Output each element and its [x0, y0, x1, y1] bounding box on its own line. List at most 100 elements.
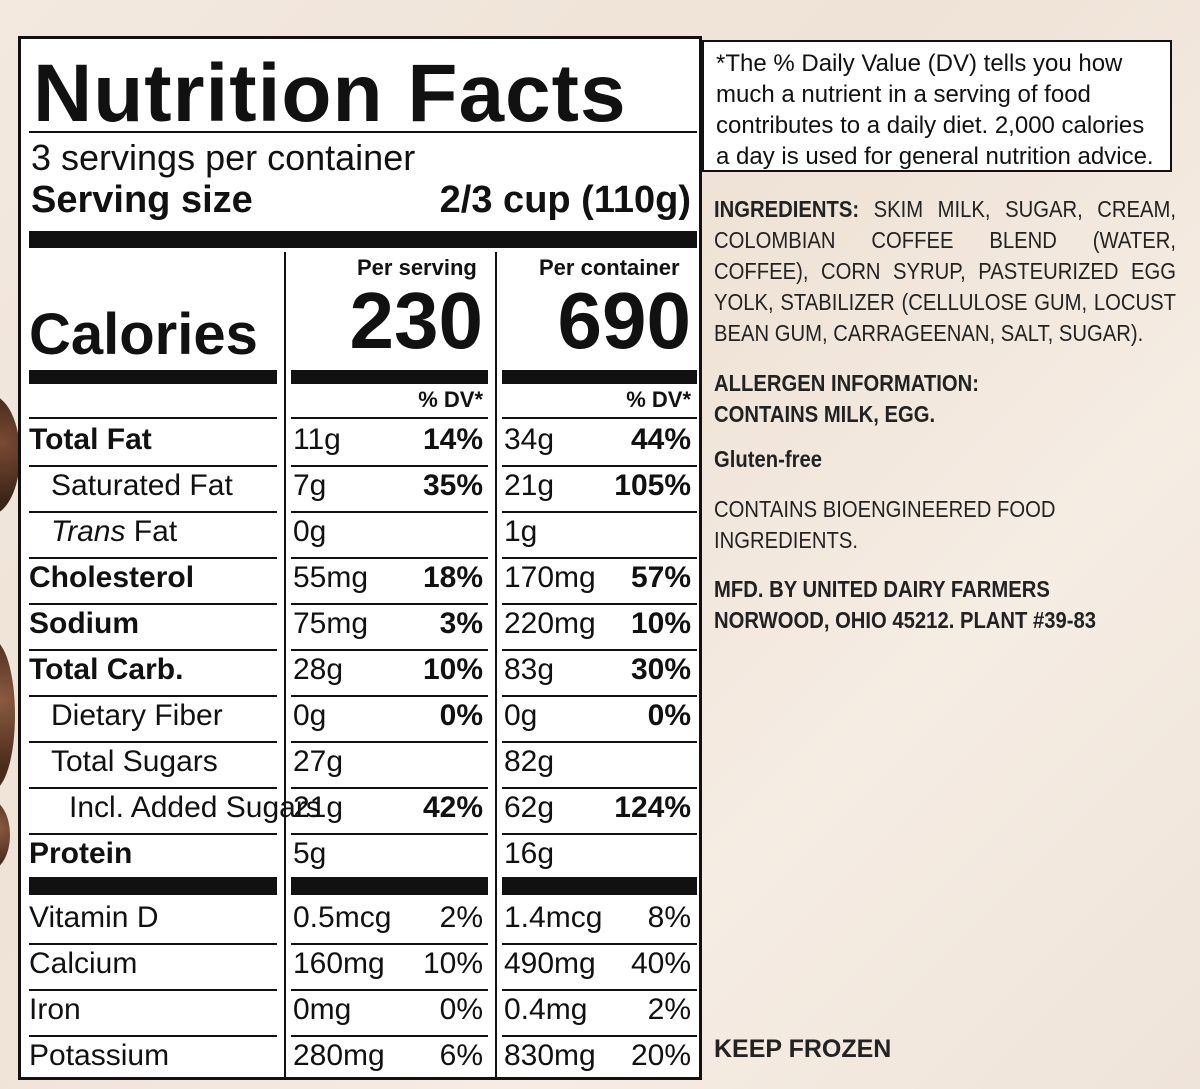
row-divider: [502, 1035, 697, 1037]
daily-value-footnote: *The % Daily Value (DV) tells you how mu…: [702, 40, 1172, 172]
nutrient-name-text: Saturated Fat: [51, 469, 233, 502]
per-serving-amount: 21g: [293, 791, 344, 824]
ingredients-block: INGREDIENTS: SKIM MILK, SUGAR, CREAM, CO…: [714, 194, 1176, 349]
row-divider: [502, 833, 697, 835]
row-divider: [291, 741, 488, 743]
per-serving-amount: 28g: [293, 653, 344, 686]
row-divider: [29, 943, 277, 945]
dv-header-serving: % DV*: [418, 387, 483, 412]
row-divider: [502, 511, 697, 513]
nutrient-name: Cholesterol: [29, 561, 194, 595]
per-serving-dv: 18%: [422, 561, 483, 594]
per-container-dv: 30%: [630, 653, 691, 686]
row-divider: [29, 989, 277, 991]
row-divider: [291, 557, 488, 559]
per-serving-amount: 5g: [293, 837, 327, 870]
nutrient-name-text: Fat: [125, 515, 178, 548]
per-serving-amount: 0g: [293, 515, 327, 548]
row-divider: [502, 465, 697, 467]
thick-divider: [29, 231, 697, 248]
row-divider: [291, 695, 488, 697]
vitamin-name: Calcium: [29, 947, 138, 980]
servings-per-container: 3 servings per container: [31, 137, 416, 178]
keep-frozen-notice: KEEP FROZEN: [714, 1035, 892, 1063]
nutrient-name: Incl. Added Sugars: [69, 791, 321, 825]
coffee-bean-decoration: [0, 395, 20, 515]
column-head-per-serving: Per serving: [357, 255, 477, 280]
vitamin-name: Vitamin D: [29, 901, 159, 934]
allergen-info: ALLERGEN INFORMATION: CONTAINS MILK, EGG…: [714, 368, 1176, 430]
vitamin-name: Potassium: [29, 1039, 170, 1072]
bioengineered-line1: CONTAINS BIOENGINEERED FOOD: [714, 496, 1056, 522]
nutrition-facts-panel: Nutrition Facts 3 servings per container…: [18, 36, 702, 1080]
per-serving-dv: 14%: [422, 423, 483, 456]
allergen-heading: ALLERGEN INFORMATION:: [714, 370, 979, 396]
row-divider: [29, 1035, 277, 1037]
row-divider: [29, 465, 277, 467]
vitamin-divider: [29, 877, 277, 895]
per-container-dv: 105%: [614, 469, 691, 502]
nutrient-name-italic: Trans: [51, 515, 126, 548]
per-serving-dv: 6%: [439, 1039, 483, 1072]
per-container-amount: 34g: [504, 423, 555, 456]
nutrient-name: Total Carb.: [29, 653, 183, 687]
row-divider: [29, 511, 277, 513]
label-title: Nutrition Facts: [33, 48, 627, 139]
per-serving-amount: 0mg: [293, 993, 352, 1026]
per-container-amount: 62g: [504, 791, 555, 824]
per-container-amount: 1g: [504, 515, 538, 548]
serving-size-value: 2/3 cup (110g): [439, 179, 691, 221]
coffee-bean-decoration: [0, 640, 15, 790]
per-serving-amount: 11g: [293, 423, 341, 456]
calories-per-container: 690: [557, 276, 691, 365]
nutrient-name-text: Incl. Added Sugars: [69, 791, 321, 824]
nutrient-name-text: Protein: [29, 837, 133, 870]
manufacturer-line1: MFD. BY UNITED DAIRY FARMERS: [714, 576, 1050, 602]
row-divider: [502, 787, 697, 789]
nutrient-name-text: Total Sugars: [51, 745, 218, 778]
row-divider: [291, 649, 488, 651]
allergen-contains: CONTAINS MILK, EGG.: [714, 401, 936, 427]
per-container-amount: 490mg: [504, 947, 596, 980]
row-divider: [29, 557, 277, 559]
per-container-dv: 8%: [647, 901, 691, 934]
per-container-amount: 0g: [504, 699, 538, 732]
per-container-dv: 40%: [630, 947, 691, 980]
row-divider: [29, 695, 277, 697]
row-divider: [29, 649, 277, 651]
per-serving-dv: 42%: [422, 791, 483, 824]
per-container-amount: 170mg: [504, 561, 596, 594]
manufacturer-info: MFD. BY UNITED DAIRY FARMERS NORWOOD, OH…: [714, 574, 1176, 636]
calories-per-serving: 230: [349, 276, 483, 365]
ingredients-text: SKIM MILK, SUGAR, CREAM, COLOMBIAN COFFE…: [714, 196, 1176, 346]
per-serving-amount: 75mg: [293, 607, 369, 640]
column-divider: [495, 252, 497, 1078]
row-divider: [29, 787, 277, 789]
nutrient-name: Sodium: [29, 607, 139, 641]
per-serving-dv: 2%: [439, 901, 483, 934]
row-divider: [291, 833, 488, 835]
per-serving-dv: 3%: [439, 607, 483, 640]
vitamin-divider: [291, 877, 488, 895]
nutrient-name: Total Sugars: [51, 745, 218, 779]
nutrient-name: Protein: [29, 837, 132, 871]
row-divider: [502, 741, 697, 743]
row-divider: [502, 603, 697, 605]
row-divider: [29, 417, 277, 419]
per-serving-amount: 55mg: [293, 561, 369, 594]
per-serving-amount: 0.5mcg: [293, 901, 392, 934]
per-serving-amount: 280mg: [293, 1039, 385, 1072]
column-head-per-container: Per container: [539, 255, 680, 280]
row-divider: [29, 603, 277, 605]
per-container-dv: 124%: [614, 791, 691, 824]
per-container-amount: 0.4mg: [504, 993, 588, 1026]
row-divider: [291, 1035, 488, 1037]
row-divider: [291, 465, 488, 467]
per-container-amount: 82g: [504, 745, 555, 778]
vitamin-divider: [502, 877, 697, 895]
coffee-bean-decoration: [0, 800, 10, 870]
per-container-dv: 10%: [630, 607, 691, 640]
nutrient-name-text: Total Carb.: [29, 653, 184, 686]
calories-divider: [502, 370, 697, 384]
per-container-dv: 2%: [647, 993, 691, 1026]
